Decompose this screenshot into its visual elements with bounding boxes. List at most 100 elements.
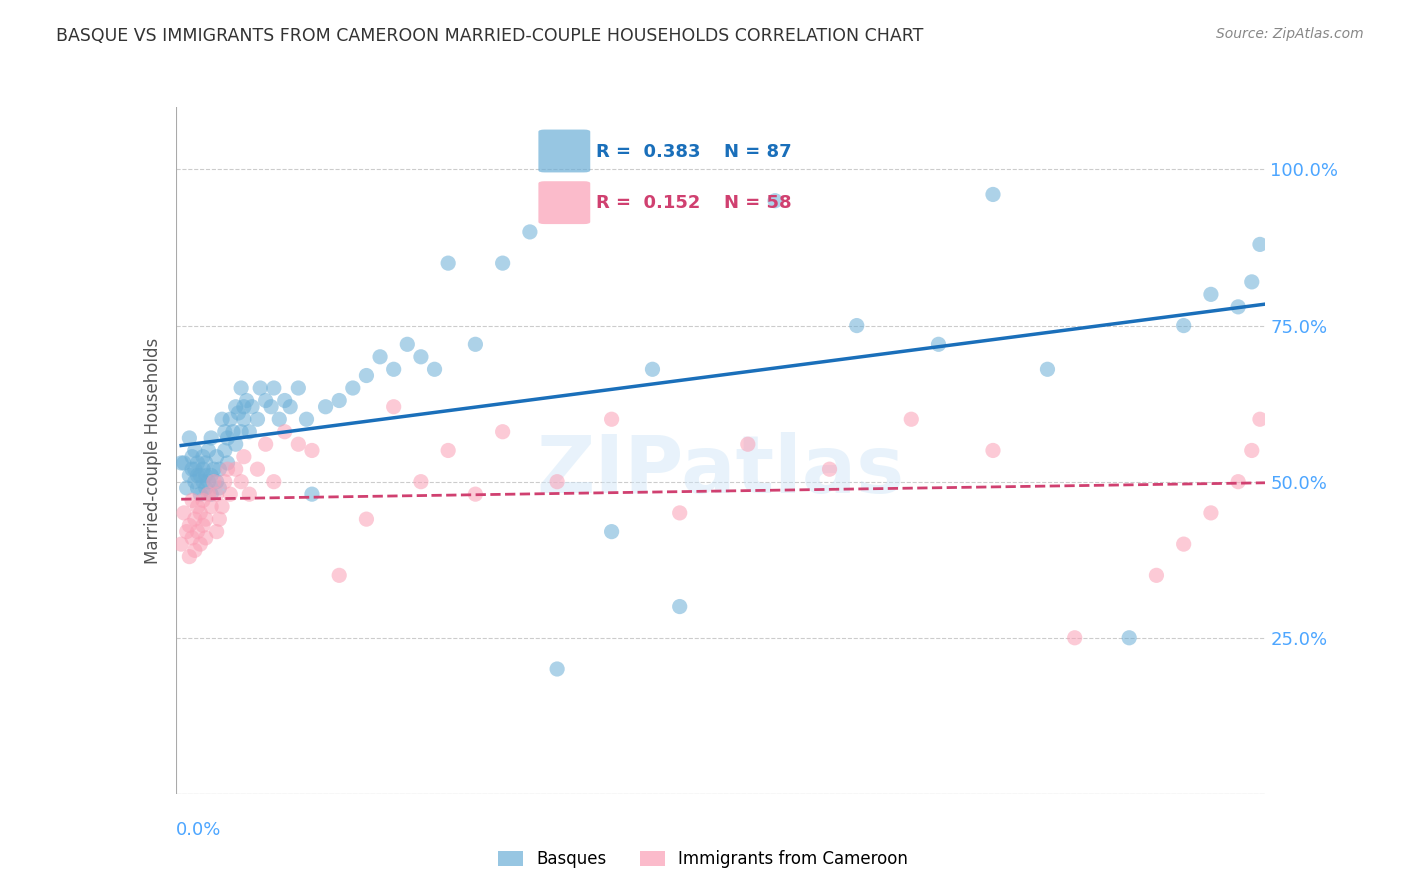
- Point: [197, 443, 219, 458]
- Point: [546, 475, 568, 489]
- Point: [181, 493, 204, 508]
- Point: [409, 350, 432, 364]
- Point: [208, 462, 231, 476]
- Point: [170, 537, 193, 551]
- Point: [246, 412, 269, 426]
- Point: [188, 468, 211, 483]
- Point: [231, 381, 253, 395]
- Point: [315, 400, 337, 414]
- Point: [194, 481, 217, 495]
- Point: [181, 462, 204, 476]
- Point: [217, 456, 239, 470]
- Text: BASQUE VS IMMIGRANTS FROM CAMEROON MARRIED-COUPLE HOUSEHOLDS CORRELATION CHART: BASQUE VS IMMIGRANTS FROM CAMEROON MARRI…: [56, 27, 924, 45]
- Point: [205, 450, 228, 464]
- Point: [188, 506, 211, 520]
- Point: [356, 512, 378, 526]
- Point: [1036, 362, 1059, 376]
- Point: [184, 443, 207, 458]
- Point: [225, 400, 247, 414]
- Point: [818, 462, 841, 476]
- Point: [231, 425, 253, 439]
- Point: [184, 543, 207, 558]
- Point: [301, 443, 323, 458]
- Point: [186, 524, 209, 539]
- Point: [269, 412, 291, 426]
- Point: [222, 425, 245, 439]
- Point: [188, 537, 211, 551]
- Point: [232, 412, 254, 426]
- Point: [238, 425, 260, 439]
- Point: [170, 456, 193, 470]
- Point: [197, 475, 219, 489]
- Point: [191, 462, 214, 476]
- Point: [263, 381, 285, 395]
- Y-axis label: Married-couple Households: Married-couple Households: [143, 337, 162, 564]
- Point: [249, 381, 271, 395]
- Point: [214, 443, 236, 458]
- Point: [437, 256, 460, 270]
- Point: [179, 468, 201, 483]
- Point: [208, 481, 231, 495]
- Point: [202, 462, 225, 476]
- Point: [1173, 318, 1195, 333]
- Point: [274, 425, 297, 439]
- Point: [191, 450, 214, 464]
- Legend: Basques, Immigrants from Cameroon: Basques, Immigrants from Cameroon: [491, 844, 915, 875]
- Point: [1063, 631, 1085, 645]
- Point: [214, 425, 236, 439]
- Point: [295, 412, 318, 426]
- Point: [211, 412, 233, 426]
- Point: [423, 362, 446, 376]
- Point: [240, 400, 263, 414]
- Point: [214, 475, 236, 489]
- Point: [1144, 568, 1167, 582]
- Point: [287, 381, 309, 395]
- Point: [231, 475, 253, 489]
- Point: [219, 412, 242, 426]
- Point: [200, 487, 222, 501]
- Point: [225, 437, 247, 451]
- Point: [981, 187, 1004, 202]
- Point: [492, 256, 515, 270]
- Point: [176, 481, 198, 495]
- Point: [342, 381, 364, 395]
- Point: [232, 400, 254, 414]
- Point: [600, 524, 623, 539]
- Text: ZIPatlas: ZIPatlas: [537, 432, 904, 510]
- Point: [260, 400, 283, 414]
- Point: [437, 443, 460, 458]
- Point: [197, 487, 219, 501]
- Point: [179, 549, 201, 564]
- Point: [208, 512, 231, 526]
- Point: [232, 450, 254, 464]
- Point: [396, 337, 419, 351]
- Point: [737, 437, 759, 451]
- Point: [519, 225, 541, 239]
- Point: [211, 500, 233, 514]
- Point: [186, 481, 209, 495]
- Point: [254, 393, 277, 408]
- Point: [928, 337, 950, 351]
- Point: [238, 487, 260, 501]
- Point: [1249, 412, 1271, 426]
- Point: [328, 568, 350, 582]
- Point: [287, 437, 309, 451]
- Point: [254, 437, 277, 451]
- Point: [181, 531, 204, 545]
- Point: [900, 412, 922, 426]
- Point: [191, 518, 214, 533]
- Point: [382, 362, 405, 376]
- Point: [200, 468, 222, 483]
- Point: [176, 524, 198, 539]
- Point: [600, 412, 623, 426]
- Point: [228, 406, 250, 420]
- Point: [1199, 287, 1222, 301]
- Point: [356, 368, 378, 383]
- Point: [328, 393, 350, 408]
- Point: [1227, 300, 1250, 314]
- Point: [1249, 237, 1271, 252]
- Point: [1199, 506, 1222, 520]
- Point: [274, 393, 297, 408]
- Point: [194, 531, 217, 545]
- Point: [763, 194, 786, 208]
